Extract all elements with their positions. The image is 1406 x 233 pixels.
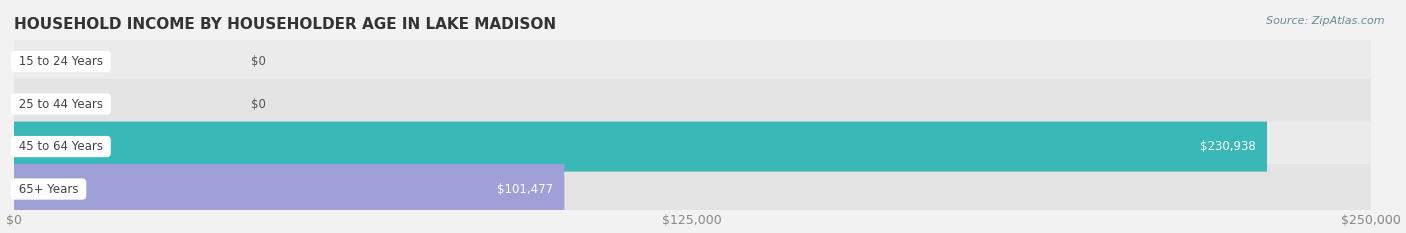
- Text: HOUSEHOLD INCOME BY HOUSEHOLDER AGE IN LAKE MADISON: HOUSEHOLD INCOME BY HOUSEHOLDER AGE IN L…: [14, 17, 555, 32]
- FancyBboxPatch shape: [14, 122, 1371, 171]
- FancyBboxPatch shape: [14, 164, 1371, 214]
- FancyBboxPatch shape: [14, 37, 1371, 87]
- Text: $230,938: $230,938: [1201, 140, 1256, 153]
- Text: 45 to 64 Years: 45 to 64 Years: [15, 140, 107, 153]
- Text: $0: $0: [252, 98, 266, 110]
- Text: 15 to 24 Years: 15 to 24 Years: [15, 55, 107, 68]
- FancyBboxPatch shape: [14, 122, 1267, 171]
- FancyBboxPatch shape: [14, 164, 564, 214]
- Text: 25 to 44 Years: 25 to 44 Years: [15, 98, 107, 110]
- Text: $0: $0: [252, 55, 266, 68]
- Text: 65+ Years: 65+ Years: [15, 182, 82, 195]
- Text: $101,477: $101,477: [498, 182, 554, 195]
- FancyBboxPatch shape: [14, 79, 1371, 129]
- Text: Source: ZipAtlas.com: Source: ZipAtlas.com: [1267, 16, 1385, 26]
